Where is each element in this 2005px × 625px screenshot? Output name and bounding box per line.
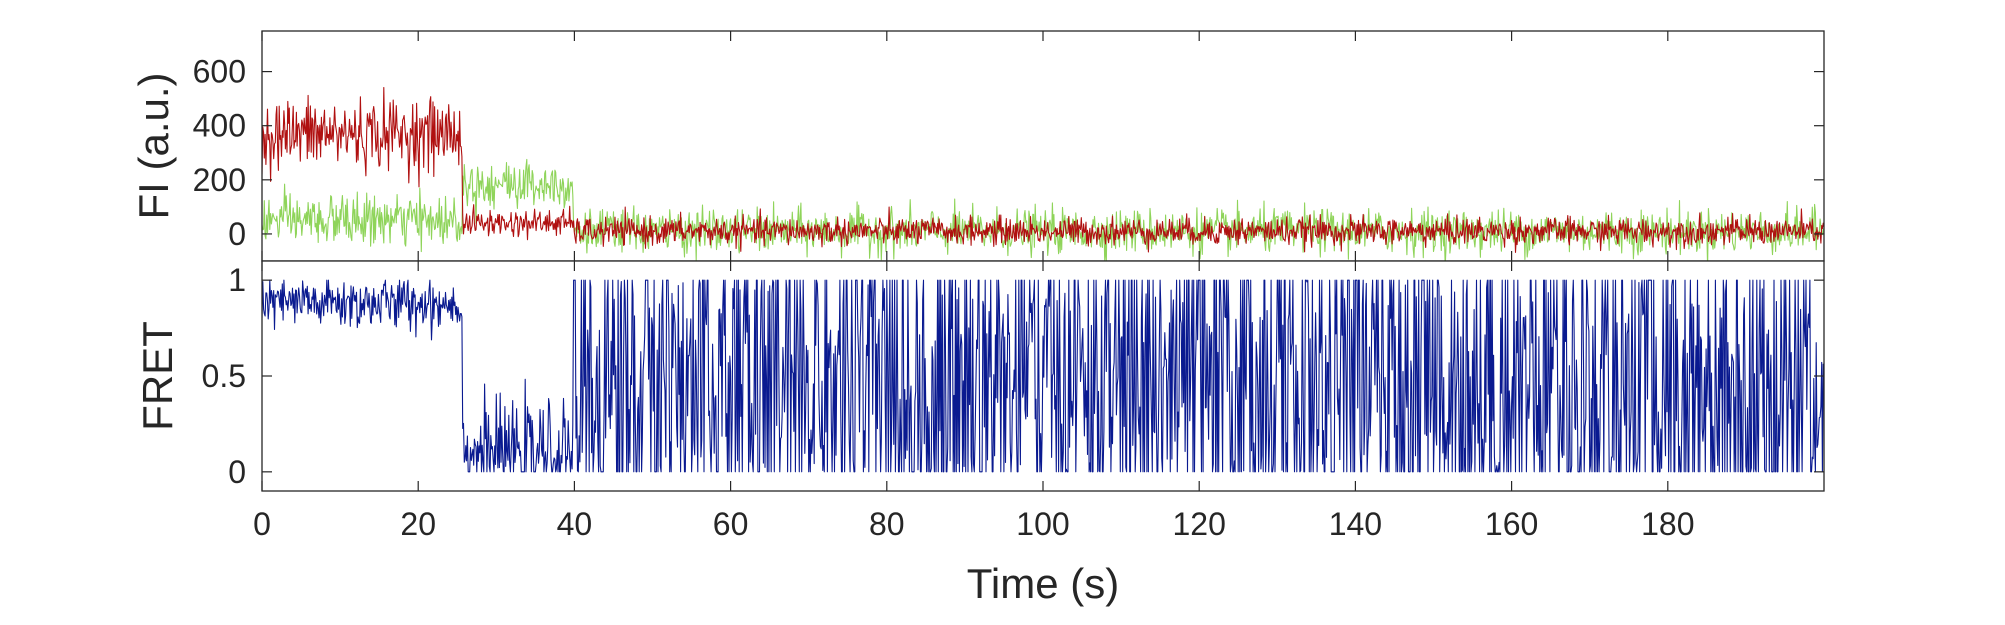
time-xlabel: Time (s) [967,560,1119,607]
fret-y-tick-label: 0.5 [202,358,246,394]
x-tick-label: 100 [1016,506,1069,542]
intensity-ylabel: FI (a.u.) [130,72,177,219]
intensity-plot-area [262,31,1824,261]
fret-axes-box [261,260,1825,492]
fret-y-tick-label: 0 [228,454,246,490]
intensity-y-tick-label: 400 [193,108,246,144]
x-tick-label: 0 [253,506,271,542]
fret-panel: 0 20 40 60 80 100 120 140 160 180 0 0.5 1 FRET Time … [134,260,1825,607]
intensity-traces [262,86,1824,261]
intensity-panel: 0 200 400 600 FI (a.u.) [130,30,1825,262]
intensity-ticks: 0 200 400 600 [193,31,1824,261]
x-tick-label: 140 [1329,506,1382,542]
x-tick-label: 60 [713,506,749,542]
x-tick-label: 80 [869,506,905,542]
x-tick-label: 40 [557,506,593,542]
intensity-series-1 [262,86,1824,253]
x-tick-label: 120 [1173,506,1226,542]
fret-y-tick-label: 1 [228,262,246,298]
x-tick-label: 180 [1641,506,1694,542]
fret-series-0 [262,279,1824,473]
intensity-y-tick-label: 600 [193,54,246,90]
fret-traces [262,279,1824,473]
intensity-y-tick-label: 0 [228,216,246,252]
x-tick-label: 160 [1485,506,1538,542]
intensity-y-tick-label: 200 [193,162,246,198]
fret-ticks: 0 20 40 60 80 100 120 140 160 180 0 0.5 1 [202,261,1824,542]
x-tick-label: 20 [400,506,436,542]
fret-ylabel: FRET [134,321,181,431]
